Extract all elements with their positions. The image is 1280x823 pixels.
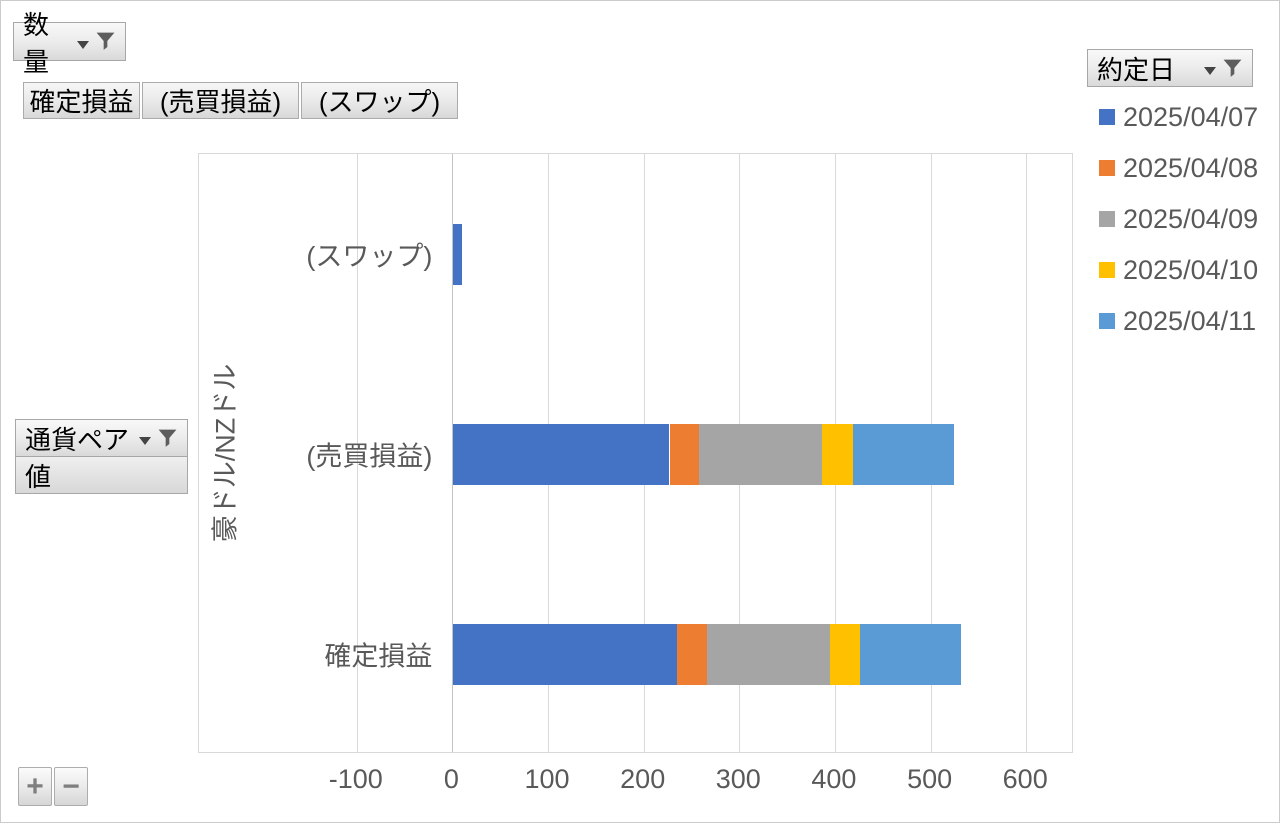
legend-label: 2025/04/07 <box>1123 101 1259 132</box>
expand-button[interactable]: + <box>18 767 52 806</box>
chevron-down-icon <box>77 40 89 49</box>
x-tick-label: -100 <box>328 764 383 794</box>
legend-item: 2025/04/10 <box>1099 254 1258 286</box>
x-tick-label: 200 <box>620 764 666 794</box>
bar-segment-2025/04/11-(売買損益) <box>853 423 955 485</box>
bar-segment-2025/04/09-(売買損益) <box>699 423 822 485</box>
bar-segment-2025/04/08-(売買損益) <box>669 423 700 485</box>
filter-icon <box>1223 59 1242 77</box>
bar-segment-2025/04/07-(売買損益) <box>453 423 670 485</box>
legend-swatch-icon <box>1099 160 1115 176</box>
values-field-button[interactable]: 数量 <box>13 10 126 77</box>
x-axis-tick-labels: -100 0 100 200 300 400 500 600 <box>198 764 1073 798</box>
x-tick-label: 300 <box>715 764 761 794</box>
bar-segment-2025/04/08-確定損益 <box>677 623 707 685</box>
bar-segment-2025/04/10-確定損益 <box>830 623 860 685</box>
x-tick-label: 600 <box>1002 764 1048 794</box>
category-field-buttons: 確定損益 (売買損益) (スワップ) <box>23 82 458 119</box>
legend-swatch-icon <box>1099 313 1115 329</box>
values-word-button[interactable]: 値 <box>15 456 188 494</box>
category-field-button-2[interactable]: (売買損益) <box>142 82 299 119</box>
category-label: (スワップ) <box>306 241 433 272</box>
category-label: (売買損益) <box>306 441 433 472</box>
gridline <box>1026 154 1028 752</box>
expand-collapse-buttons: + − <box>18 767 88 806</box>
bar-segment-2025/04/07-(スワップ) <box>453 223 462 285</box>
values-field-label: 数量 <box>23 9 50 77</box>
legend-field-button[interactable]: 約定日 <box>1087 49 1253 87</box>
x-tick-label: 0 <box>443 764 459 794</box>
chevron-down-icon <box>1204 67 1216 75</box>
legend-label: 2025/04/09 <box>1123 203 1259 234</box>
x-tick-label: 500 <box>907 764 953 794</box>
filter-icon <box>96 32 115 50</box>
x-tick-label: 100 <box>524 764 570 794</box>
category-label: 確定損益 <box>324 641 433 672</box>
legend-label: 2025/04/11 <box>1123 305 1257 336</box>
legend-item: 2025/04/07 <box>1099 101 1258 133</box>
plot-area: (スワップ) (売買損益) 確定損益 <box>198 153 1073 753</box>
bar-segment-2025/04/09-確定損益 <box>706 623 831 685</box>
legend-swatch-icon <box>1099 262 1115 278</box>
category-field-button-3[interactable]: (スワップ) <box>301 82 458 119</box>
x-tick-label: 400 <box>811 764 857 794</box>
legend-swatch-icon <box>1099 109 1115 125</box>
zero-axis-line <box>452 154 454 752</box>
values-word-label: 値 <box>25 461 52 492</box>
bar-segment-2025/04/07-確定損益 <box>453 623 678 685</box>
bar-segment-2025/04/11-確定損益 <box>859 623 962 685</box>
collapse-button[interactable]: − <box>54 767 88 806</box>
legend-label: 2025/04/10 <box>1123 254 1259 285</box>
bar-segment-2025/04/10-(売買損益) <box>821 423 854 485</box>
axis-field-button[interactable]: 通貨ペア <box>15 419 188 457</box>
axis-field-label: 通貨ペア <box>25 424 130 455</box>
legend-item: 2025/04/09 <box>1099 203 1258 235</box>
legend-field-label: 約定日 <box>1097 54 1176 85</box>
legend-item: 2025/04/11 <box>1099 305 1256 337</box>
filter-icon <box>158 429 177 447</box>
gridline <box>356 154 358 752</box>
legend-label: 2025/04/08 <box>1123 152 1259 183</box>
chevron-down-icon <box>139 437 151 445</box>
category-field-button-1[interactable]: 確定損益 <box>23 82 140 119</box>
legend-item: 2025/04/08 <box>1099 152 1258 184</box>
legend-swatch-icon <box>1099 211 1115 227</box>
